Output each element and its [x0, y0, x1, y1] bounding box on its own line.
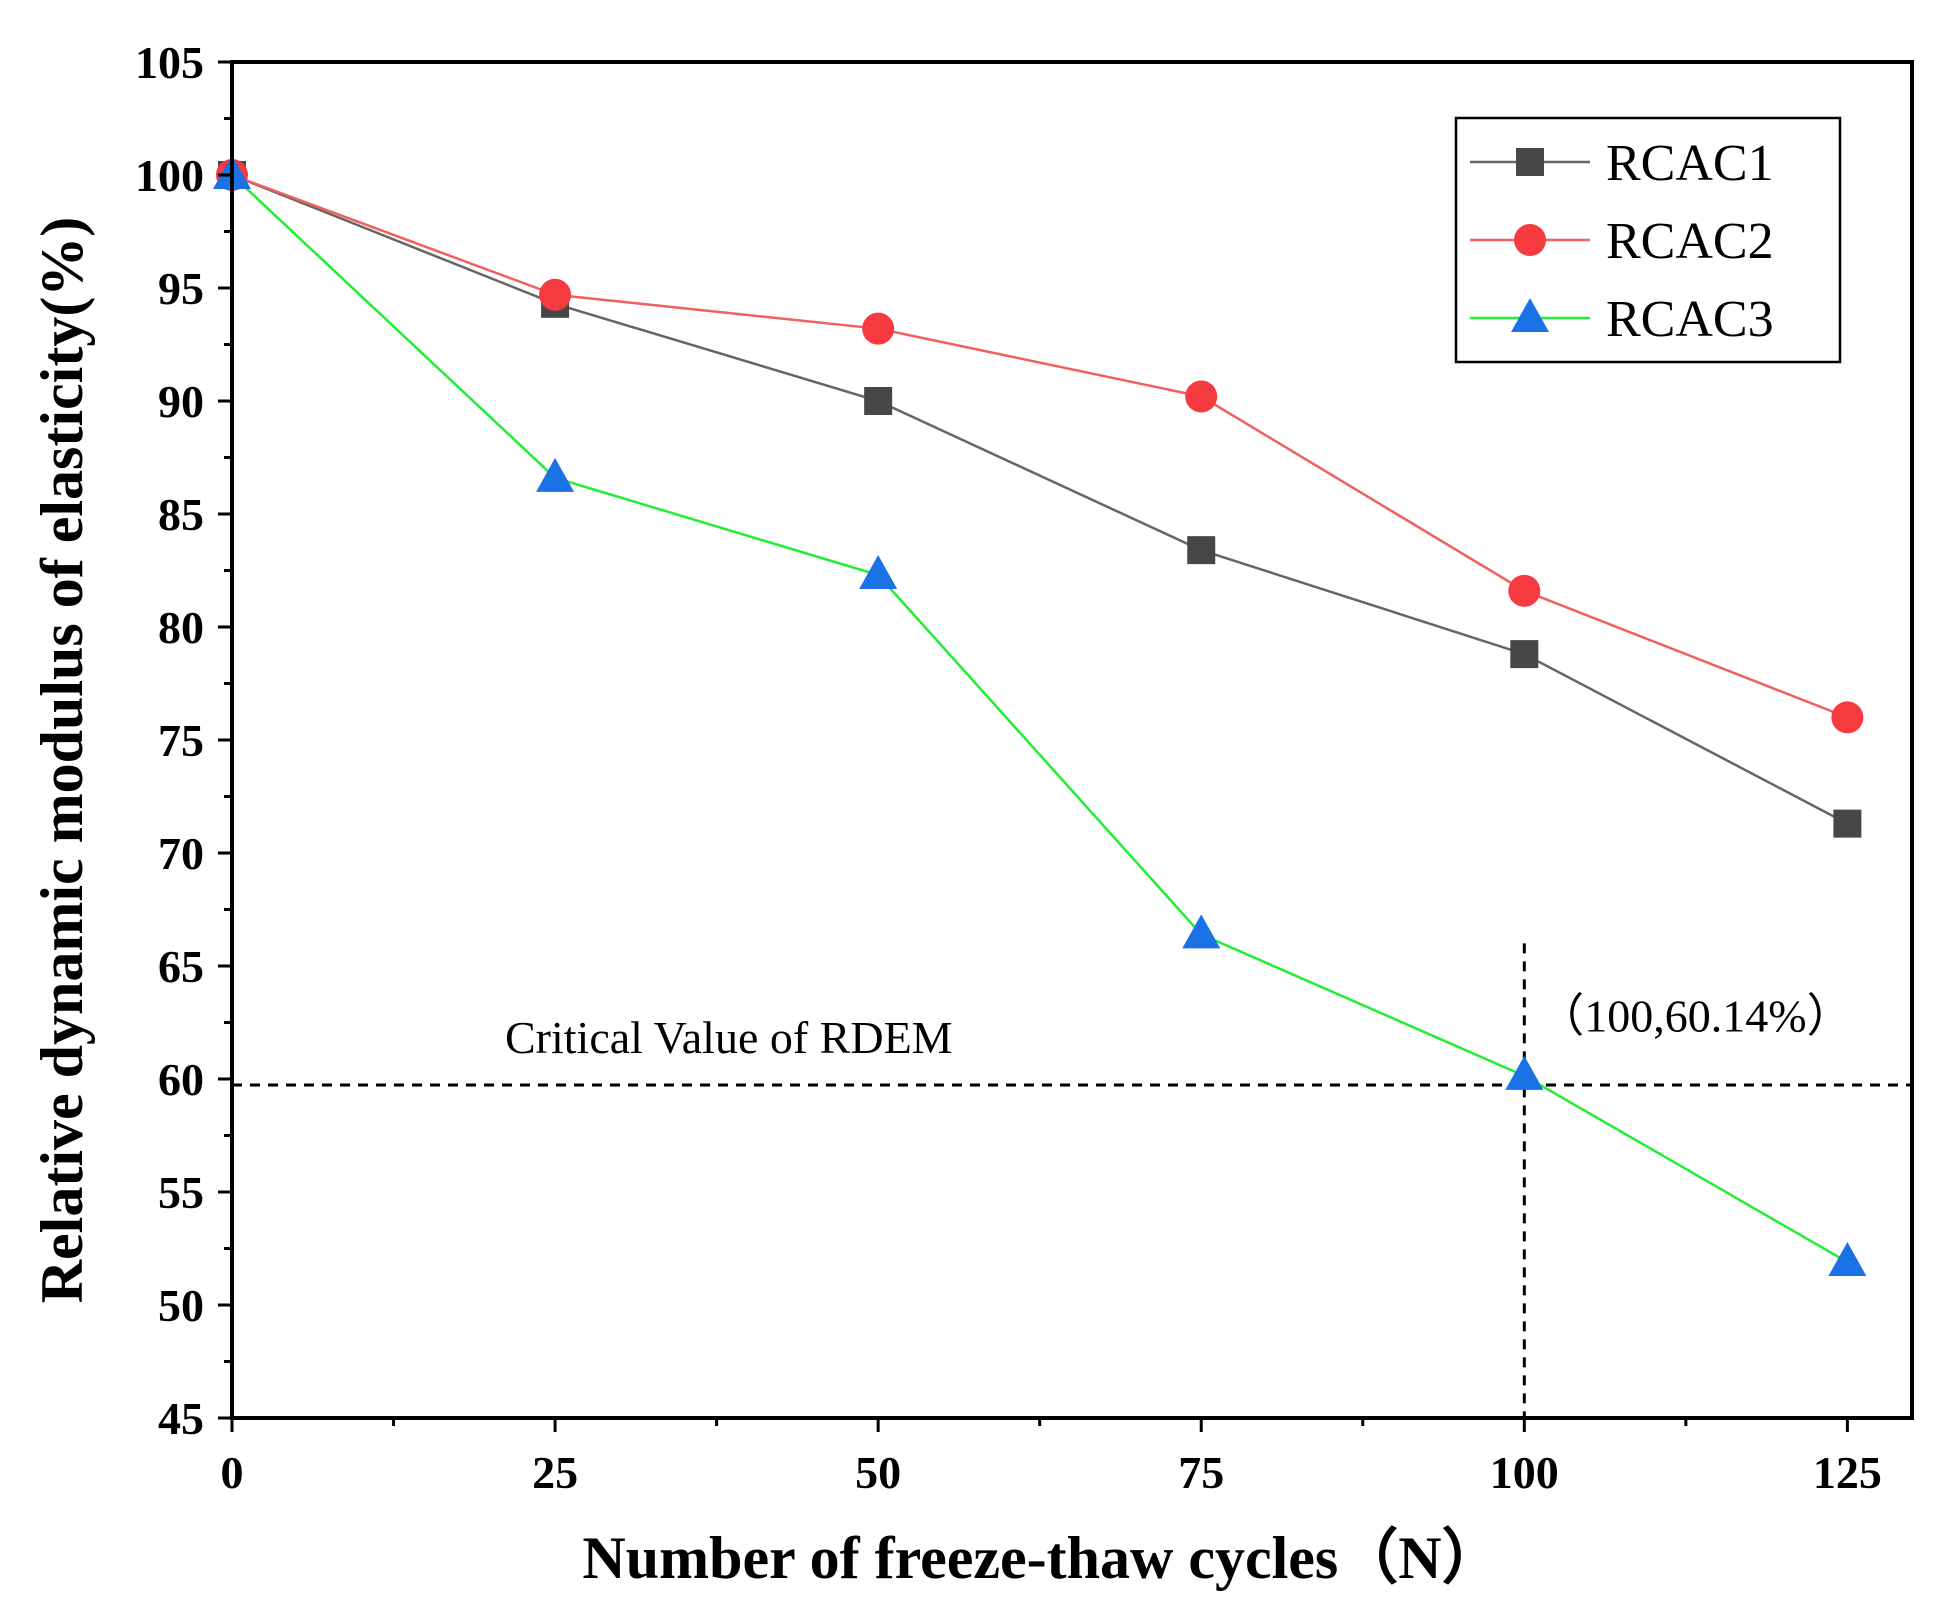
y-tick-label: 75 [158, 715, 204, 766]
y-tick-label: 95 [158, 263, 204, 314]
x-tick-label: 25 [532, 1447, 578, 1498]
data-point-rcac2 [1831, 701, 1864, 734]
data-point-rcac1 [864, 387, 893, 415]
series-markers [213, 155, 1867, 1277]
data-point-rcac2 [1185, 380, 1218, 413]
x-tick-label: 75 [1178, 1447, 1224, 1498]
y-axis-title: Relative dynamic modulus of elasticity(%… [29, 217, 95, 1304]
y-tick-label: 105 [135, 37, 204, 88]
data-point-rcac3 [536, 457, 575, 492]
legend-rcac1-marker [1516, 148, 1544, 176]
critical-value-label: Critical Value of RDEM [505, 1012, 953, 1063]
y-tick-label: 80 [158, 602, 204, 653]
y-tick-label: 85 [158, 489, 204, 540]
series-line-rcac1 [231, 173, 1848, 825]
data-point-rcac3 [1182, 914, 1221, 949]
x-tick-label: 125 [1813, 1447, 1882, 1498]
data-point-rcac1 [1833, 809, 1862, 838]
y-axis-ticks: 45 50 55 60 65 70 75 80 85 90 95 100 105 [135, 37, 232, 1444]
y-tick-label: 65 [158, 941, 204, 992]
y-tick-label: 45 [158, 1393, 204, 1444]
y-tick-label: 60 [158, 1054, 204, 1105]
x-tick-label: 100 [1490, 1447, 1559, 1498]
legend-rcac3-label: RCAC3 [1606, 291, 1774, 348]
data-point-rcac2 [539, 278, 572, 311]
legend-rcac2-marker [1514, 224, 1546, 256]
reference-lines [232, 943, 1912, 1418]
series-line-rcac2 [231, 173, 1848, 719]
data-point-rcac3 [1828, 1242, 1867, 1277]
data-point-rcac2 [862, 312, 895, 345]
y-tick-label: 100 [135, 150, 204, 201]
x-tick-label: 50 [855, 1447, 901, 1498]
y-tick-label: 55 [158, 1167, 204, 1218]
legend: RCAC1 RCAC2 RCAC3 [1454, 116, 1842, 364]
x-tick-label: 0 [221, 1447, 244, 1498]
data-point-rcac1 [1510, 640, 1539, 669]
series-line-rcac3 [231, 174, 1849, 1264]
x-axis-title: Number of freeze-thaw cycles（N） [582, 1524, 1501, 1591]
legend-rcac3-marker [1511, 298, 1549, 332]
series-lines [231, 173, 1849, 1264]
critical-point-annotation: （100,60.14%） [1538, 991, 1852, 1042]
y-tick-label: 50 [158, 1280, 204, 1331]
data-point-rcac3 [859, 555, 898, 590]
data-point-rcac3 [1505, 1055, 1544, 1090]
data-point-rcac2 [1508, 574, 1541, 607]
y-tick-label: 90 [158, 376, 204, 427]
legend-rcac2-label: RCAC2 [1606, 213, 1774, 270]
y-tick-label: 70 [158, 828, 204, 879]
data-point-rcac1 [1187, 536, 1216, 565]
x-axis-ticks: 0 25 50 75 100 125 [221, 1418, 1882, 1498]
legend-rcac1-label: RCAC1 [1606, 135, 1774, 192]
